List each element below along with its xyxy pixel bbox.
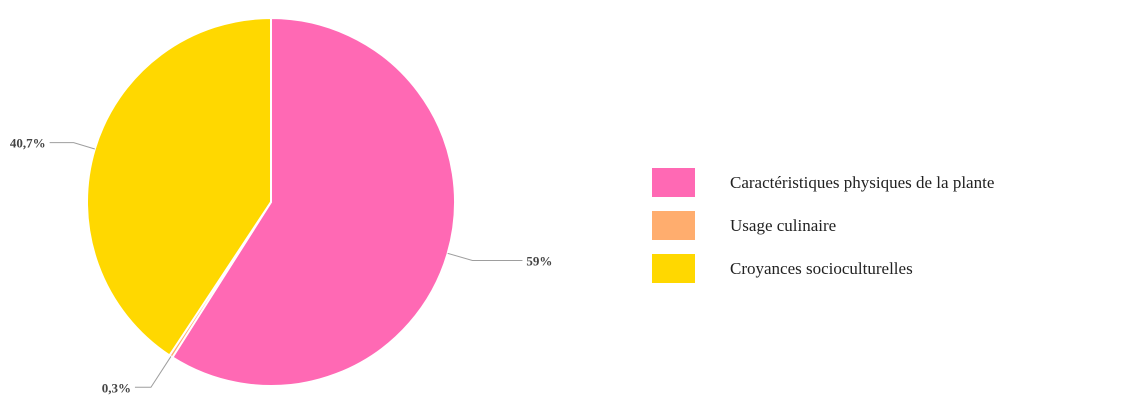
pie-data-labels: 59% 0,3% 40,7%	[10, 136, 553, 396]
legend-item-caracteristiques-physiques: Caractéristiques physiques de la plante	[652, 168, 1121, 197]
legend-item-usage-culinaire: Usage culinaire	[652, 211, 1121, 240]
data-label-croyances-socioculturelles: 40,7%	[10, 136, 46, 151]
leader-line-caracteristiques-physiques	[447, 252, 523, 262]
legend-swatch-croyances-socioculturelles	[652, 254, 695, 283]
legend-swatch-usage-culinaire	[652, 211, 695, 240]
legend-label-croyances-socioculturelles: Croyances socioculturelles	[730, 258, 913, 278]
legend-label-usage-culinaire: Usage culinaire	[730, 215, 837, 235]
data-label-usage-culinaire: 0,3%	[102, 380, 131, 395]
pie-slice-caracteristiques-physiques	[171, 16, 456, 387]
legend-swatch-caracteristiques-physiques	[652, 168, 695, 197]
leader-line-croyances-socioculturelles	[49, 142, 95, 150]
legend-item-croyances-socioculturelles: Croyances socioculturelles	[652, 254, 1121, 283]
leader-line-usage-culinaire	[134, 356, 172, 388]
chart-legend: Caractéristiques physiques de la plante …	[652, 168, 1121, 297]
pie-slices	[86, 16, 456, 387]
data-label-caracteristiques-physiques: 59%	[526, 254, 552, 269]
legend-label-caracteristiques-physiques: Caractéristiques physiques de la plante	[730, 172, 995, 192]
pie-slice-croyances-socioculturelles	[86, 16, 272, 357]
